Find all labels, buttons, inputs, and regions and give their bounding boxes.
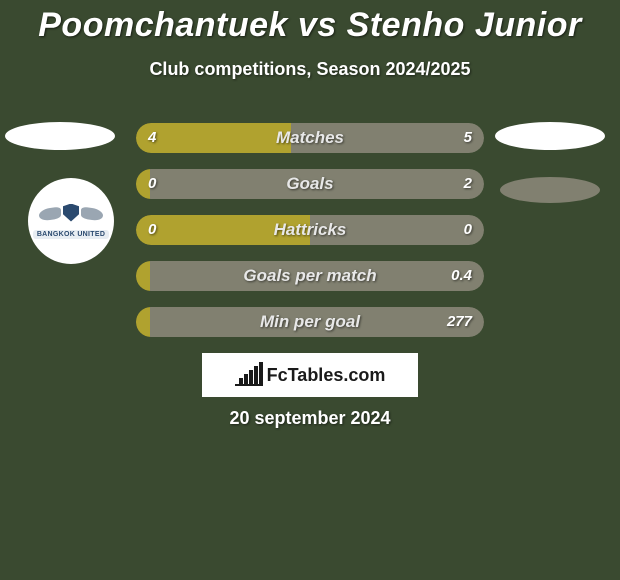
stat-value-right: 277 (447, 307, 472, 337)
right-team-oval (500, 177, 600, 203)
badge-banner: BANGKOK UNITED (33, 230, 109, 239)
brand-box: FcTables.com (202, 353, 418, 397)
left-team-badge: BANGKOK UNITED (28, 178, 114, 264)
stat-row: Goals0 2 (136, 169, 484, 199)
stat-label: Goals (136, 169, 484, 199)
stat-row: Min per goal277 (136, 307, 484, 337)
stat-label: Matches (136, 123, 484, 153)
brand-text: FcTables.com (267, 365, 386, 386)
bar-chart-icon (235, 364, 263, 386)
left-player-oval (5, 122, 115, 150)
badge-wings-icon (39, 204, 103, 228)
stat-row: Matches4 5 (136, 123, 484, 153)
stat-value-left: 0 (148, 215, 156, 245)
stat-bars: Matches45Goals02Hattricks00Goals per mat… (136, 123, 484, 353)
comparison-infographic: Poomchantuek vs Stenho Junior Club compe… (0, 0, 620, 580)
stat-value-left: 4 (148, 123, 156, 153)
stat-label: Hattricks (136, 215, 484, 245)
stat-value-right: 0.4 (451, 261, 472, 291)
subtitle: Club competitions, Season 2024/2025 (0, 45, 620, 80)
page-title: Poomchantuek vs Stenho Junior (0, 0, 620, 45)
stat-value-right: 2 (464, 169, 472, 199)
stat-value-left: 0 (148, 169, 156, 199)
right-player-oval (495, 122, 605, 150)
date-text: 20 september 2024 (0, 408, 620, 429)
stat-label: Goals per match (136, 261, 484, 291)
stat-label: Min per goal (136, 307, 484, 337)
stat-value-right: 5 (464, 123, 472, 153)
stat-value-right: 0 (464, 215, 472, 245)
stat-row: Hattricks0 0 (136, 215, 484, 245)
stat-row: Goals per match0.4 (136, 261, 484, 291)
